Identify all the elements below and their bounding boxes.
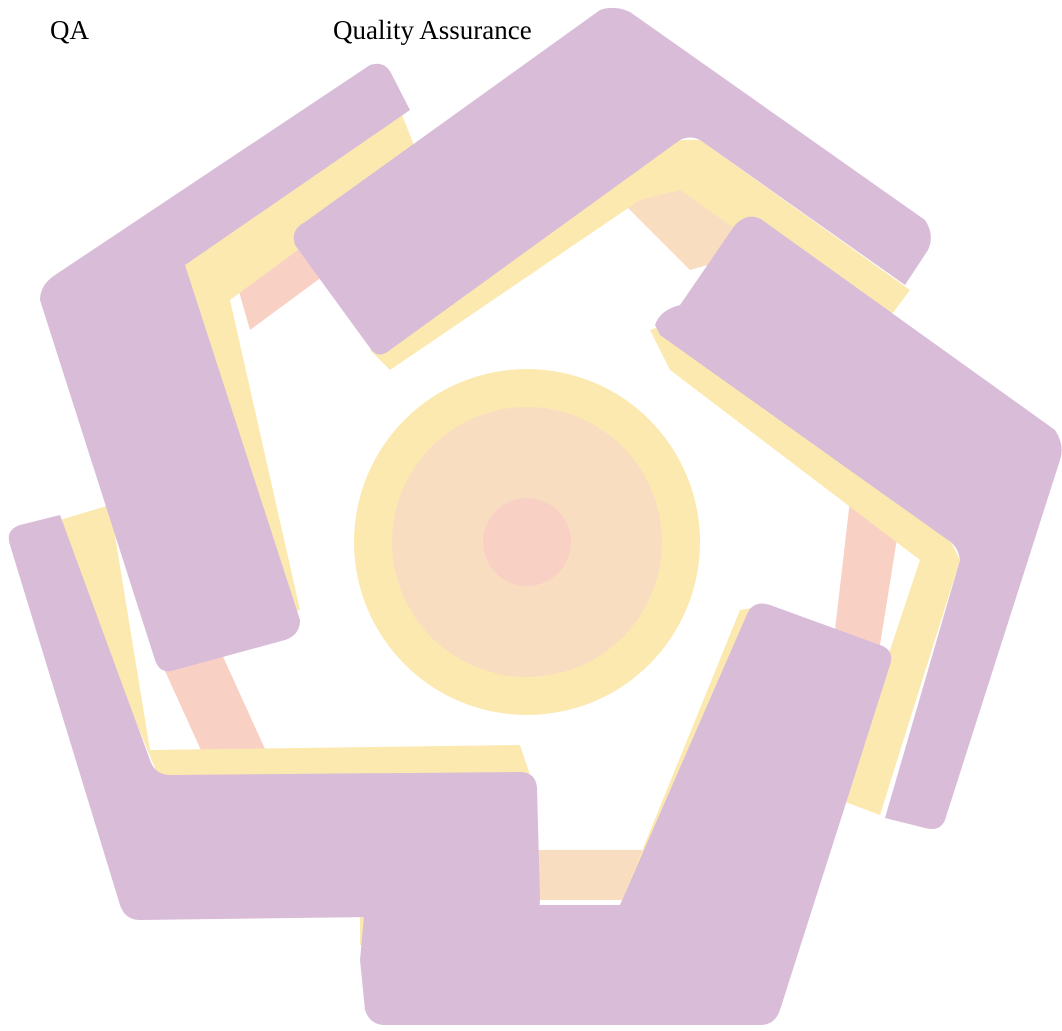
abbreviation-definition: Quality Assurance xyxy=(333,15,532,45)
abbreviation-term: QA xyxy=(50,15,89,45)
center-circle xyxy=(354,369,700,715)
purple-arms xyxy=(8,7,1062,1025)
